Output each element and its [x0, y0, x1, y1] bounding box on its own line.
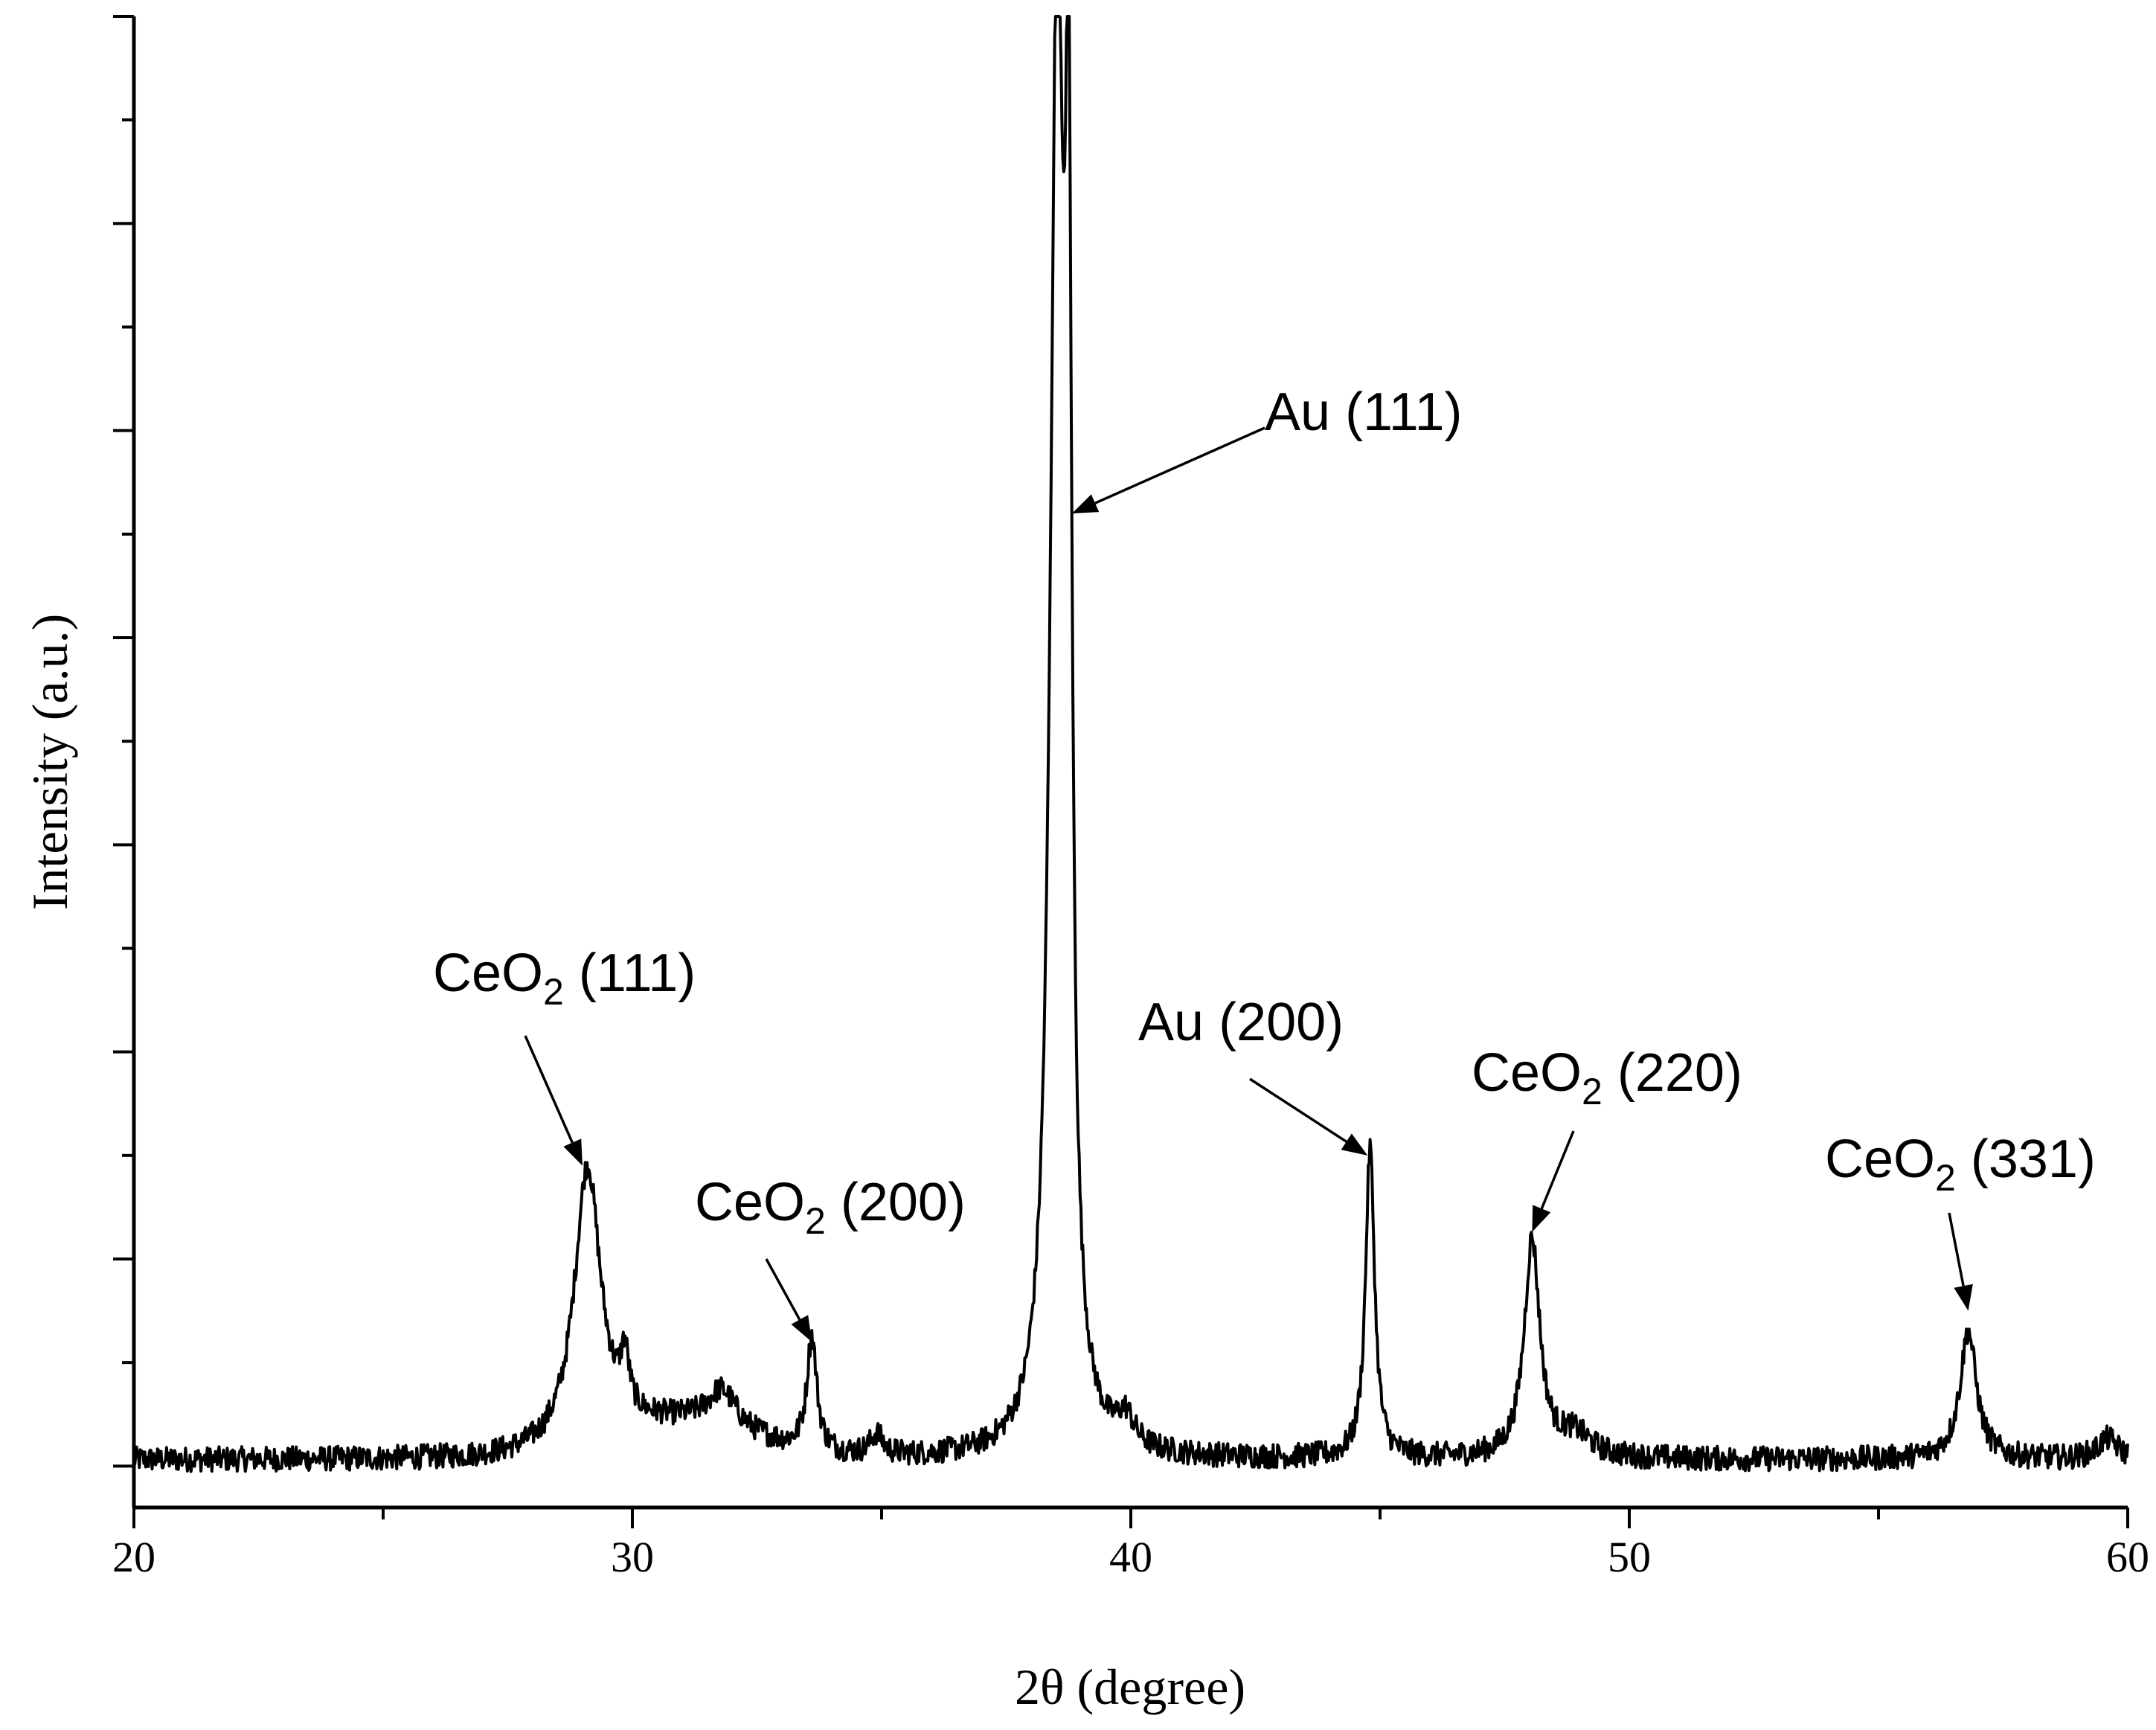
peak-label: CeO2 (220) [1472, 1043, 1742, 1112]
annotation-arrow [524, 1035, 583, 1166]
peak-label: CeO2 (111) [433, 944, 696, 1013]
x-tick-label: 30 [611, 1533, 654, 1581]
annotation-arrow [1532, 1130, 1575, 1232]
x-tick-label: 60 [2106, 1533, 2149, 1581]
peak-annotations: Au (111) CeO2 (111) CeO2 (200) Au (200) CeO2… [433, 382, 2096, 1342]
x-ticks [132, 1508, 2129, 1528]
annotation-arrow [765, 1258, 812, 1342]
series-line-xrd [132, 15, 2129, 1473]
peak-label: Au (111) [1265, 382, 1462, 442]
x-tick-labels: 20 30 40 50 60 [112, 1533, 2149, 1581]
plot-frame [132, 16, 2128, 1510]
y-axis-title: Intensity (a.u.) [22, 614, 78, 910]
x-tick-label: 20 [112, 1533, 155, 1581]
peak-label: CeO2 (200) [695, 1173, 966, 1242]
x-axis-title: 2θ (degree) [1015, 1659, 1245, 1715]
annotation-arrow [1948, 1212, 1973, 1311]
annotation-arrow [1071, 426, 1265, 513]
x-tick-label: 50 [1608, 1533, 1651, 1581]
annotation-arrow [1249, 1077, 1368, 1156]
peak-label: CeO2 (331) [1825, 1130, 2096, 1199]
y-ticks [113, 15, 134, 1468]
x-tick-label: 40 [1109, 1533, 1152, 1581]
peak-label: Au (200) [1138, 993, 1344, 1052]
